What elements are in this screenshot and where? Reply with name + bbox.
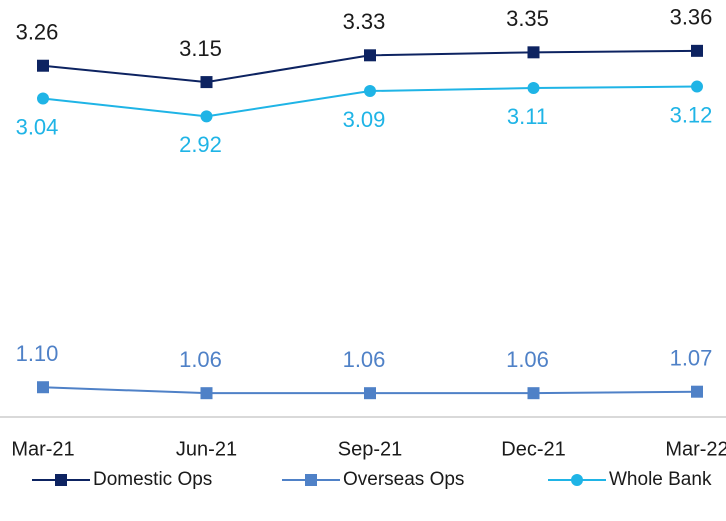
x-tick-label: Jun-21: [176, 438, 237, 460]
data-label: 3.12: [670, 102, 713, 127]
data-label: 1.06: [179, 347, 222, 372]
legend-label: Whole Bank: [609, 469, 712, 490]
data-label: 1.07: [670, 346, 713, 371]
data-point: [527, 82, 540, 95]
data-point: [691, 80, 703, 93]
data-label: 1.10: [16, 341, 59, 366]
data-label: 3.26: [16, 20, 59, 45]
data-label: 1.06: [343, 347, 386, 372]
data-label: 1.06: [506, 347, 549, 372]
data-label: 3.11: [507, 104, 548, 129]
data-point: [200, 76, 213, 89]
data-point: [691, 385, 703, 398]
data-label: 3.35: [506, 6, 549, 31]
x-tick-label: Mar-21: [11, 438, 74, 460]
data-point: [37, 59, 49, 72]
legend-marker: [305, 474, 317, 486]
data-point: [37, 92, 49, 105]
data-point: [37, 381, 49, 394]
data-point: [364, 49, 376, 62]
legend-marker: [571, 474, 583, 486]
data-label: 3.15: [179, 36, 222, 61]
x-tick-label: Mar-22: [665, 438, 726, 460]
data-point: [527, 387, 540, 400]
legend-marker: [55, 474, 67, 486]
data-label: 3.36: [670, 5, 713, 30]
data-label: 3.04: [16, 114, 59, 139]
legend-label: Overseas Ops: [343, 469, 464, 490]
data-label: 3.09: [343, 107, 386, 132]
data-point: [364, 387, 376, 400]
data-label: 3.33: [343, 9, 386, 34]
data-label: 2.92: [179, 132, 222, 157]
x-tick-label: Dec-21: [501, 438, 565, 460]
data-point: [200, 387, 213, 400]
data-point: [200, 110, 213, 123]
x-tick-label: Sep-21: [338, 438, 403, 460]
legend-label: Domestic Ops: [93, 469, 212, 490]
data-point: [691, 44, 703, 57]
data-point: [364, 85, 376, 98]
data-point: [527, 46, 540, 59]
